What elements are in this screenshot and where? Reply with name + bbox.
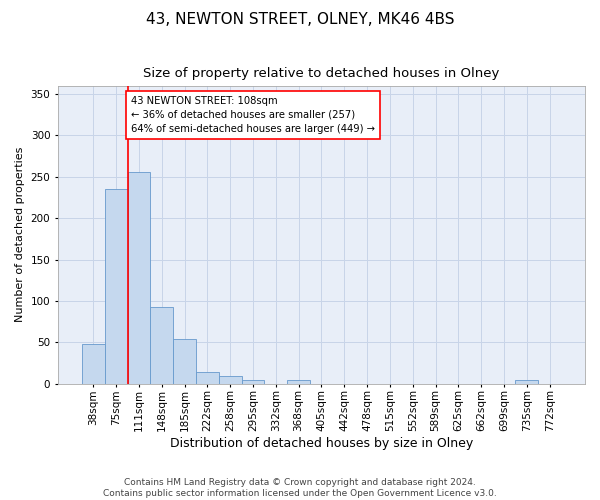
Bar <box>242 380 265 384</box>
Bar <box>287 380 310 384</box>
Title: Size of property relative to detached houses in Olney: Size of property relative to detached ho… <box>143 68 500 80</box>
Bar <box>515 380 538 384</box>
Bar <box>196 372 219 384</box>
Text: 43 NEWTON STREET: 108sqm
← 36% of detached houses are smaller (257)
64% of semi-: 43 NEWTON STREET: 108sqm ← 36% of detach… <box>131 96 375 134</box>
Text: Contains HM Land Registry data © Crown copyright and database right 2024.
Contai: Contains HM Land Registry data © Crown c… <box>103 478 497 498</box>
X-axis label: Distribution of detached houses by size in Olney: Distribution of detached houses by size … <box>170 437 473 450</box>
Bar <box>105 190 128 384</box>
Y-axis label: Number of detached properties: Number of detached properties <box>15 147 25 322</box>
Bar <box>151 307 173 384</box>
Text: 43, NEWTON STREET, OLNEY, MK46 4BS: 43, NEWTON STREET, OLNEY, MK46 4BS <box>146 12 454 28</box>
Bar <box>173 339 196 384</box>
Bar <box>82 344 105 384</box>
Bar <box>128 172 151 384</box>
Bar <box>219 376 242 384</box>
